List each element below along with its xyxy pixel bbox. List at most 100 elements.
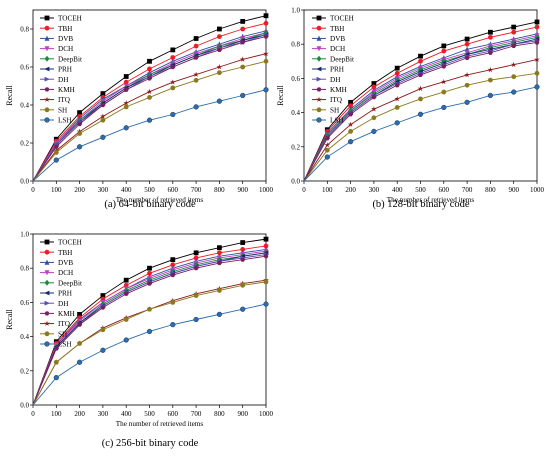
y-tick-label: 0.2 [291,143,300,151]
series-dvb [303,31,540,182]
data-point-lsh [123,125,129,131]
data-point-itq [347,121,354,127]
data-point-toceh [263,236,269,242]
data-point-kmh [394,83,400,88]
series-sh [303,70,540,182]
data-point-tbh [170,55,176,60]
legend-marker-dch [44,46,50,52]
data-point-kmh [77,322,82,327]
data-point-sh [77,131,82,136]
data-point-sh [77,341,82,346]
data-point-toceh [77,110,82,115]
legend-marker-dvb [316,35,322,41]
legend-label-toceh: TOCEH [330,15,354,23]
x-tick-label: 1000 [259,186,274,194]
legend-marker-sh [316,107,322,113]
data-point-kmh [77,121,82,127]
data-point-kmh [240,257,246,262]
data-point-toceh [100,293,106,298]
legend-marker-itq [44,96,50,103]
series-toceh [303,19,540,182]
legend-marker-dvb [44,259,50,265]
x-tick-label: 800 [214,410,225,418]
data-point-toceh [511,24,517,30]
legend-label-dch: DCH [330,45,345,53]
legend-label-dvb: DVB [58,259,73,267]
x-tick-label: 0 [31,186,35,194]
data-point-tbh [371,84,377,90]
y-tick-label: 0.4 [20,333,29,341]
data-point-tbh [263,20,269,26]
data-point-itq [239,56,246,62]
data-point-lsh [170,111,176,118]
data-point-deepbit [77,117,82,124]
data-point-kmh [534,40,540,45]
data-point-tbh [511,29,517,35]
series-lsh [32,301,269,406]
legend-marker-deepbit [44,279,50,286]
data-point-tbh [488,34,493,40]
data-point-sh [123,317,129,322]
data-point-kmh [53,144,59,149]
legend-label-toceh: TOCEH [58,239,82,247]
data-point-kmh [193,266,199,271]
legend-marker-prh [316,66,322,72]
data-point-lsh [170,322,176,328]
x-tick-label: 600 [168,186,179,194]
data-point-lsh [146,117,153,123]
x-tick-label: 800 [214,186,225,194]
data-point-sh [324,147,330,153]
legend-label-prh: PRH [58,290,72,298]
data-point-kmh [193,55,199,60]
data-point-kmh [147,281,152,286]
data-point-lsh [216,98,223,104]
legend-label-itq: ITQ [58,320,71,328]
data-point-kmh [147,76,152,81]
x-tick-label: 800 [485,186,496,194]
data-point-toceh [418,53,423,59]
data-point-sh [123,104,129,110]
legend-marker-toceh [44,15,50,21]
legend-label-kmh: KMH [58,310,75,318]
data-point-toceh [100,91,106,96]
data-point-sh [170,300,176,305]
data-point-kmh [53,346,59,351]
data-point-lsh [193,316,199,323]
legend-label-prh: PRH [330,66,344,74]
y-tick-label: 0.8 [291,41,300,49]
legend-label-kmh: KMH [58,86,75,94]
y-tick-label: 0.4 [20,102,29,110]
legend-marker-dch [44,270,50,276]
legend-marker-deepbit [316,55,322,62]
data-point-itq [417,85,424,92]
data-point-itq [324,142,331,148]
data-point-kmh [100,305,106,310]
x-tick-label: 0 [31,410,35,418]
x-tick-label: 600 [439,186,450,194]
data-point-sh [217,70,222,76]
data-point-kmh [240,40,246,45]
legend-marker-sh [44,107,50,113]
x-tick-label: 500 [144,410,155,418]
x-tick-label: 400 [121,186,132,194]
data-point-toceh [123,74,129,79]
data-point-tbh [147,270,152,276]
data-point-toceh [193,36,199,41]
legend-label-dch: DCH [58,269,73,277]
data-point-toceh [170,47,176,53]
data-point-sh [193,77,199,83]
series-line-dvb [32,30,267,182]
legend-marker-kmh [44,311,50,316]
data-point-sh [534,70,540,76]
data-point-itq [100,113,106,119]
series-tbh [32,243,269,406]
y-tick-label: 0.2 [20,140,29,148]
data-point-tbh [263,243,269,249]
legend-marker-lsh [316,117,322,123]
data-point-kmh [348,112,353,117]
y-tick-label: 0.2 [20,367,29,375]
data-point-sh [170,85,176,91]
data-point-tbh [217,250,222,256]
legend-label-dch: DCH [58,45,73,53]
